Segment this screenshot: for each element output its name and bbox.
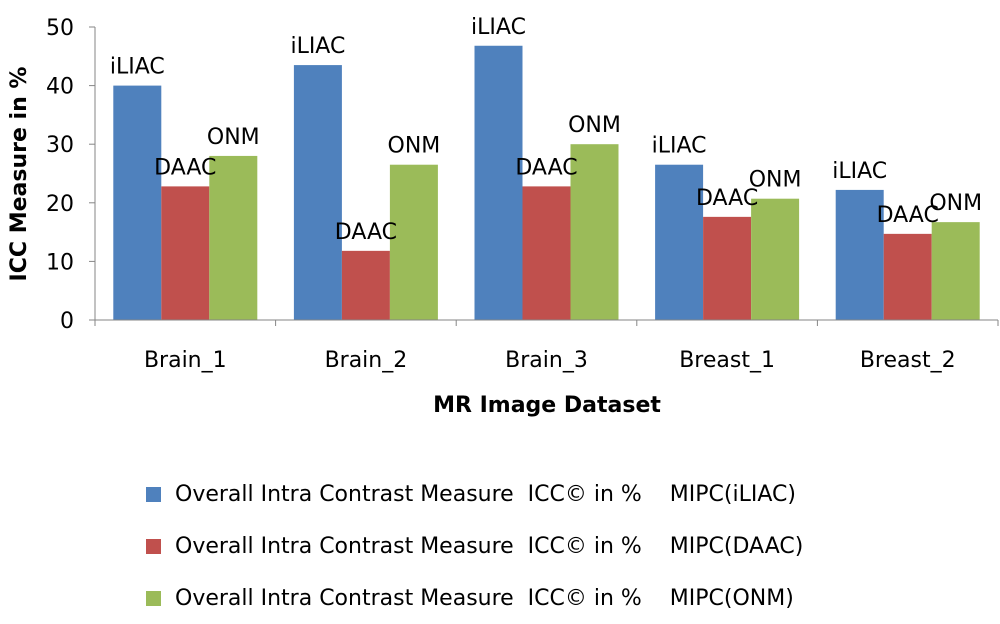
bars — [113, 45, 980, 320]
y-tick-label: 10 — [46, 250, 74, 275]
x-tick-label: Breast_1 — [679, 348, 775, 373]
legend-label-onm: Overall Intra Contrast Measure ICC© in %… — [175, 585, 794, 611]
bar-onm-brain_2 — [389, 164, 438, 320]
bar-daac-brain_1 — [161, 186, 210, 320]
x-tick-label: Brain_3 — [505, 348, 588, 373]
y-tick-label: 20 — [46, 192, 74, 217]
y-axis: 0 10 20 30 40 50 — [46, 16, 96, 334]
x-axis-title: MR Image Dataset — [433, 393, 661, 418]
bar-iliac-brain_2 — [293, 65, 342, 320]
legend-swatch-iliac — [146, 486, 161, 502]
bar-onm-brain_1 — [209, 155, 258, 320]
x-axis: Brain_1 Brain_2 Brain_3 Breast_1 Breast_2 — [94, 319, 999, 373]
legend: Overall Intra Contrast Measure ICC© in %… — [146, 468, 803, 624]
bar-iliac-breast_2 — [835, 189, 884, 320]
data-label-iliac: iLIAC — [290, 34, 345, 59]
data-label-onm: ONM — [568, 113, 621, 138]
bar-iliac-brain_1 — [113, 85, 162, 320]
legend-label-daac: Overall Intra Contrast Measure ICC© in %… — [175, 533, 804, 559]
data-label-daac: DAAC — [696, 186, 758, 211]
data-label-iliac: iLIAC — [471, 15, 526, 40]
bar-onm-brain_3 — [570, 144, 619, 320]
data-labels: iLIACDAACONMiLIACDAACONMiLIACDAACONMiLIA… — [110, 15, 982, 245]
data-label-daac: DAAC — [515, 155, 577, 180]
x-tick-label: Brain_2 — [325, 348, 408, 373]
legend-swatch-onm — [146, 590, 161, 606]
data-label-iliac: iLIAC — [652, 134, 707, 159]
legend-item-iliac: Overall Intra Contrast Measure ICC© in %… — [146, 468, 803, 520]
x-tick-label: Brain_1 — [144, 348, 227, 373]
bar-daac-breast_2 — [883, 233, 932, 320]
y-axis-title: ICC Measure in % — [7, 67, 32, 282]
bar-daac-brain_2 — [341, 250, 390, 320]
x-tick-label: Breast_2 — [860, 348, 956, 373]
data-label-onm: ONM — [388, 134, 441, 159]
data-label-daac: DAAC — [154, 155, 216, 180]
bar-iliac-brain_3 — [474, 45, 523, 320]
data-label-daac: DAAC — [877, 203, 939, 228]
legend-swatch-daac — [146, 538, 161, 554]
data-label-daac: DAAC — [335, 220, 397, 245]
data-label-iliac: iLIAC — [110, 55, 165, 80]
legend-item-onm: Overall Intra Contrast Measure ICC© in %… — [146, 572, 803, 624]
bar-daac-brain_3 — [522, 186, 571, 320]
data-label-onm: ONM — [749, 168, 802, 193]
bar-iliac-breast_1 — [655, 164, 704, 320]
y-tick-label: 50 — [46, 16, 74, 41]
y-tick-label: 40 — [46, 75, 74, 100]
data-label-onm: ONM — [929, 191, 982, 216]
data-label-onm: ONM — [207, 125, 260, 150]
y-tick-label: 0 — [60, 309, 74, 334]
data-label-iliac: iLIAC — [832, 159, 887, 184]
legend-item-daac: Overall Intra Contrast Measure ICC© in %… — [146, 520, 803, 572]
y-tick-label: 30 — [46, 133, 74, 158]
bar-onm-breast_1 — [751, 198, 800, 320]
legend-label-iliac: Overall Intra Contrast Measure ICC© in %… — [175, 481, 796, 507]
bar-onm-breast_2 — [931, 222, 980, 320]
bar-daac-breast_1 — [703, 216, 752, 320]
